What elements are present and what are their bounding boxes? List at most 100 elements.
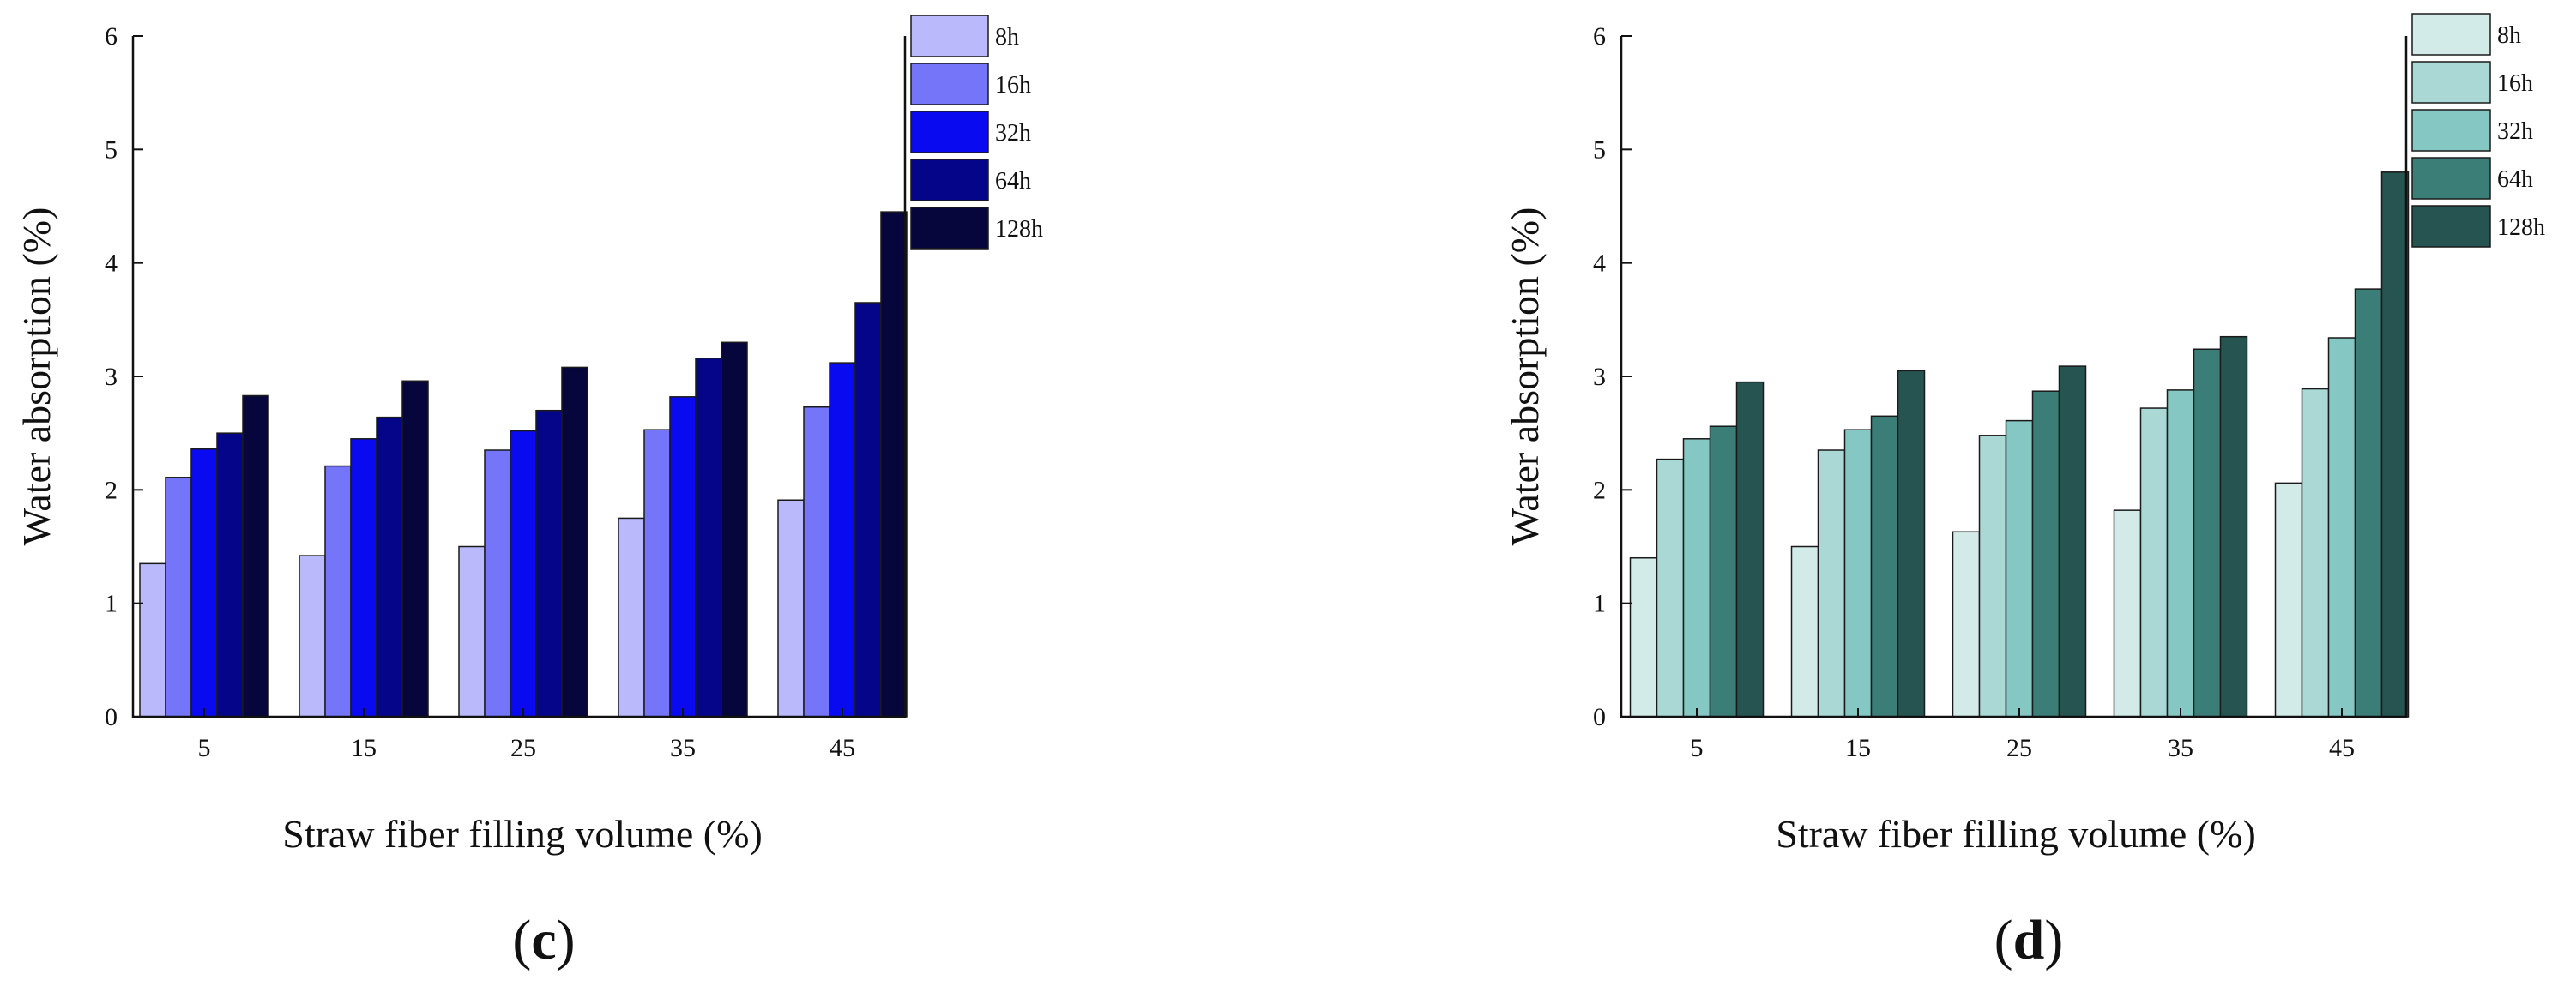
legend-swatch-32h (910, 111, 989, 153)
legend-swatch-8h (910, 15, 989, 57)
bar-16h-45 (803, 406, 830, 718)
bar-16h-35 (643, 429, 671, 718)
bar-8h-45 (777, 499, 805, 718)
legend-label-64h: 64h (995, 168, 1031, 195)
legend-swatch-16h (910, 63, 989, 105)
caption-close-paren: ) (2044, 909, 2063, 971)
bar-64h-5 (216, 432, 244, 718)
bar-32h-25 (2005, 419, 2034, 718)
bars-group (139, 211, 908, 718)
legend: 8h 16h 32h 64h 128h (2411, 13, 2545, 248)
bar-8h-35 (618, 517, 645, 718)
bar-32h-15 (1843, 429, 1873, 718)
bar-16h-25 (1978, 435, 2007, 718)
y-tick-label: 3 (105, 363, 118, 391)
x-tick-label: 35 (2168, 734, 2193, 762)
legend-swatch-64h (910, 159, 989, 201)
caption-open-paren: ( (512, 909, 531, 971)
bar-8h-45 (2274, 482, 2303, 718)
panel-caption-d: (d) (1994, 909, 2064, 971)
x-tick-label: 5 (1691, 734, 1704, 762)
y-axis-label: Water absorption (%) (15, 207, 58, 546)
caption-letter: d (2013, 909, 2045, 971)
bar-32h-35 (669, 396, 697, 718)
bar-8h-25 (1952, 531, 1981, 718)
bar-8h-15 (299, 555, 326, 718)
bar-64h-35 (695, 358, 722, 718)
bar-32h-5 (190, 448, 218, 718)
bar-128h-5 (1735, 381, 1765, 718)
bar-128h-5 (242, 394, 269, 718)
legend-label-128h: 128h (995, 216, 1043, 243)
x-tick-label: 15 (351, 734, 377, 762)
bar-128h-45 (880, 211, 908, 718)
x-tick-label: 35 (670, 734, 696, 762)
bar-16h-15 (1817, 449, 1846, 718)
bar-32h-35 (2166, 389, 2195, 718)
panel-caption-c: (c) (512, 909, 575, 971)
x-axis-label: Straw fiber filling volume (%) (1776, 812, 2256, 856)
y-tick-label: 1 (105, 590, 118, 618)
legend-swatch-8h (2411, 13, 2491, 56)
bar-64h-45 (2354, 288, 2383, 718)
bar-32h-45 (2327, 337, 2356, 718)
bar-32h-45 (829, 362, 856, 718)
bar-64h-5 (1709, 425, 1738, 718)
y-tick-label: 1 (1593, 590, 1606, 618)
x-tick-label: 25 (510, 734, 536, 762)
bar-8h-5 (139, 562, 166, 718)
bars-group (1629, 171, 2410, 718)
bar-8h-5 (1629, 556, 1658, 718)
legend-swatch-16h (2411, 61, 2491, 104)
y-tick-label: 0 (105, 703, 118, 731)
y-tick-label: 0 (1593, 703, 1606, 731)
bar-128h-25 (561, 366, 588, 718)
x-tick-label: 45 (830, 734, 855, 762)
x-tick-label: 45 (2329, 734, 2355, 762)
bar-16h-5 (1656, 458, 1685, 718)
y-axis-label: Water absorption (%) (1503, 207, 1547, 546)
y-tick-label: 6 (105, 22, 118, 51)
legend-swatch-64h (2411, 157, 2491, 200)
bar-64h-15 (1870, 415, 1899, 718)
y-tick-label: 2 (1593, 476, 1606, 504)
bar-64h-25 (2031, 390, 2060, 718)
legend-swatch-128h (2411, 205, 2491, 248)
bar-128h-15 (401, 380, 429, 718)
y-tick-label: 4 (1593, 250, 1606, 278)
bar-128h-35 (2219, 335, 2248, 718)
y-tick-label: 6 (1593, 22, 1606, 51)
y-ticks: 0 1 2 3 4 5 6 (1593, 22, 1632, 731)
bar-64h-35 (2193, 348, 2222, 718)
legend-label-8h: 8h (995, 24, 1019, 51)
legend-label-32h: 32h (2497, 118, 2533, 145)
x-tick-label: 5 (198, 734, 211, 762)
legend-label-128h: 128h (2497, 214, 2545, 241)
bar-128h-45 (2380, 171, 2410, 718)
legend-label-8h: 8h (2497, 22, 2521, 49)
legend-label-16h: 16h (2497, 70, 2533, 97)
bar-16h-25 (484, 449, 511, 718)
bar-32h-15 (350, 438, 377, 718)
bar-128h-15 (1897, 370, 1926, 718)
bar-8h-15 (1790, 545, 1819, 718)
legend-swatch-32h (2411, 109, 2491, 152)
x-ticks: 5 15 25 35 45 (198, 708, 855, 762)
bar-64h-25 (535, 409, 563, 718)
bar-64h-15 (376, 416, 403, 718)
y-tick-label: 3 (1593, 363, 1606, 391)
bar-16h-35 (2139, 407, 2169, 718)
x-tick-label: 25 (2006, 734, 2032, 762)
bar-8h-35 (2113, 509, 2142, 718)
bar-16h-15 (324, 465, 352, 718)
legend-swatch-128h (910, 207, 989, 250)
y-tick-label: 5 (1593, 135, 1606, 164)
y-tick-label: 4 (105, 250, 118, 278)
y-ticks: 0 1 2 3 4 5 6 (105, 22, 143, 731)
y-tick-label: 5 (105, 135, 118, 164)
caption-open-paren: ( (1994, 909, 2013, 971)
x-tick-label: 15 (1845, 734, 1871, 762)
